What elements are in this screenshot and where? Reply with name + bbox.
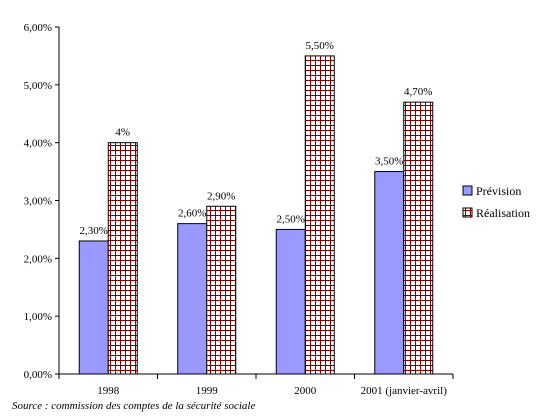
x-tick-label: 1998 <box>97 385 120 397</box>
data-label: 2,30% <box>80 225 108 237</box>
bar-prevision <box>78 240 109 375</box>
data-label: 3,50% <box>375 156 403 168</box>
data-label: 2,50% <box>277 213 305 225</box>
x-tick-label: 2000 <box>294 385 317 397</box>
y-tick-label: 1,00% <box>24 311 52 323</box>
source-note: Source : commission des comptes de la sé… <box>12 400 256 412</box>
data-label: 2,60% <box>178 208 206 220</box>
legend-label: Réalisation <box>476 206 530 220</box>
y-tick-label: 3,00% <box>24 196 52 208</box>
data-label: 5,50% <box>306 40 334 52</box>
chart-legend: Prévision Réalisation <box>462 184 530 220</box>
legend-swatch <box>462 207 473 218</box>
y-tick-label: 5,00% <box>24 80 52 92</box>
y-tick-label: 6,00% <box>24 22 52 34</box>
x-tick-label: 1999 <box>196 385 219 397</box>
bar-realisation <box>107 142 138 375</box>
bar-prevision <box>177 223 208 375</box>
bar-realisation <box>206 205 237 375</box>
y-tick-label: 0,00% <box>24 369 52 381</box>
data-label: 2,90% <box>207 190 235 202</box>
legend-label: Prévision <box>476 184 521 198</box>
data-label: 4,70% <box>404 86 432 98</box>
legend-swatch <box>462 185 473 196</box>
bar-realisation <box>403 101 434 375</box>
bar-realisation <box>304 55 335 375</box>
chart-bars <box>78 55 434 375</box>
y-tick-label: 2,00% <box>24 253 52 265</box>
chart-labels: 2,30% 4% 2,60%2,90% 2,50% 5,50% 3,50% 4,70% <box>80 40 433 237</box>
x-tick-label: 2001 (janvier-avril) <box>361 385 448 397</box>
data-label: 4% <box>115 127 130 139</box>
y-tick-label: 4,00% <box>24 138 52 150</box>
bar-prevision <box>374 171 405 375</box>
chart-axes: 0,00% 1,00% 2,00% 3,00% 4,00% 5,00% 6,00% 1998 1… <box>24 22 454 397</box>
bar-prevision <box>275 228 306 375</box>
